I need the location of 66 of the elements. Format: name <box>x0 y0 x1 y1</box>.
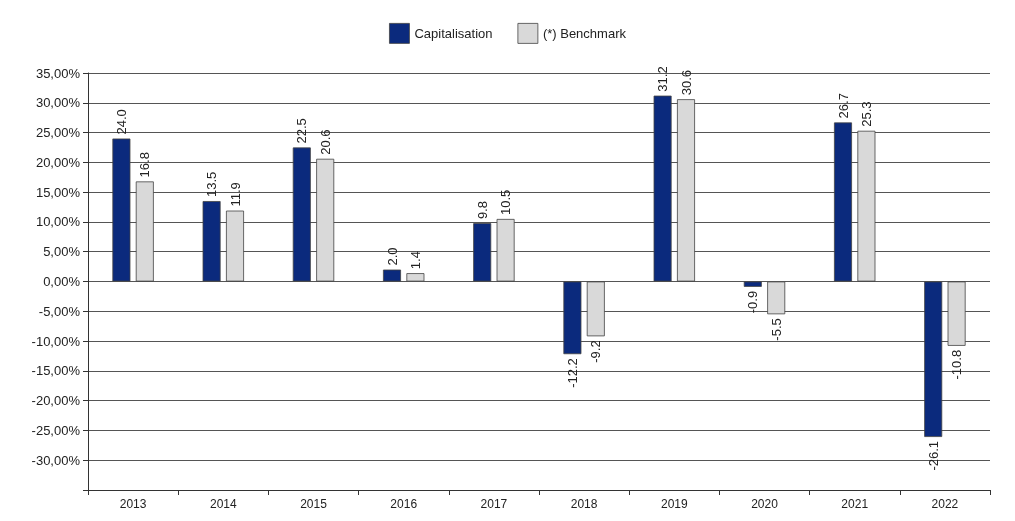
x-tick-label: 2022 <box>931 497 959 511</box>
legend-label: (*) Benchmark <box>542 25 627 41</box>
bar <box>473 223 492 282</box>
x-tick-label: 2021 <box>841 497 869 511</box>
bar <box>226 210 244 282</box>
bar <box>653 95 672 282</box>
data-label: -5.5 <box>768 318 784 341</box>
x-tick-label: 2018 <box>570 497 598 511</box>
bar <box>112 138 131 282</box>
data-label: 13.5 <box>204 171 220 198</box>
bar <box>677 99 695 282</box>
x-tick-label: 2019 <box>660 497 688 511</box>
x-tick-label: 2013 <box>119 497 147 511</box>
data-label: 10.5 <box>498 189 514 215</box>
data-label: 26.7 <box>835 93 851 119</box>
data-label: 16.8 <box>137 152 153 178</box>
y-tick-label: -5,00% <box>38 303 81 319</box>
bar <box>316 158 335 282</box>
data-label: -10.8 <box>949 349 965 380</box>
bar <box>586 281 605 337</box>
data-label: 2.0 <box>384 247 400 266</box>
bar <box>947 281 966 346</box>
y-tick-label: 5,00% <box>43 244 81 260</box>
bar <box>406 273 425 282</box>
data-label: 25.3 <box>858 101 874 127</box>
y-tick-label: -20,00% <box>31 393 81 409</box>
y-tick-label: 35,00% <box>35 65 81 81</box>
bar <box>383 269 401 282</box>
data-label: -26.1 <box>925 440 941 471</box>
y-tick-label: -30,00% <box>31 452 81 468</box>
y-tick-label: 30,00% <box>35 95 81 111</box>
y-tick-label: 10,00% <box>35 214 81 230</box>
bar <box>857 130 876 282</box>
y-tick-label: 20,00% <box>35 154 81 170</box>
bar <box>135 181 154 282</box>
bar <box>292 147 311 282</box>
x-tick-label: 2015 <box>300 497 328 511</box>
bar <box>834 122 852 282</box>
y-tick-label: 0,00% <box>43 274 81 289</box>
x-tick-label: 2014 <box>209 497 237 511</box>
data-label: 30.6 <box>678 69 694 96</box>
x-tick-label: 2016 <box>390 497 418 511</box>
bar <box>743 281 762 287</box>
y-tick-label: -25,00% <box>31 422 81 438</box>
data-label: 9.8 <box>474 201 490 220</box>
data-label: -0.9 <box>745 290 761 314</box>
data-label: 24.0 <box>113 109 129 135</box>
legend-label: Capitalisation <box>414 25 493 41</box>
bar <box>767 281 786 315</box>
y-tick-label: 15,00% <box>35 184 81 200</box>
data-label: 22.5 <box>294 118 310 144</box>
data-label: -12.2 <box>564 358 580 388</box>
data-label: 11.9 <box>227 182 243 207</box>
data-label: 31.2 <box>655 66 671 92</box>
bar <box>202 201 221 282</box>
data-label: 1.4 <box>407 251 423 270</box>
x-tick-label: 2017 <box>480 497 508 511</box>
bar <box>924 281 943 437</box>
bar <box>563 281 582 355</box>
y-tick-label: 25,00% <box>35 125 81 141</box>
x-tick-label: 2020 <box>751 497 779 511</box>
data-label: -9.2 <box>588 340 604 363</box>
y-tick-label: -10,00% <box>31 333 81 349</box>
y-tick-label: -15,00% <box>31 363 81 379</box>
bar <box>496 218 515 282</box>
data-label: 20.6 <box>317 129 333 155</box>
